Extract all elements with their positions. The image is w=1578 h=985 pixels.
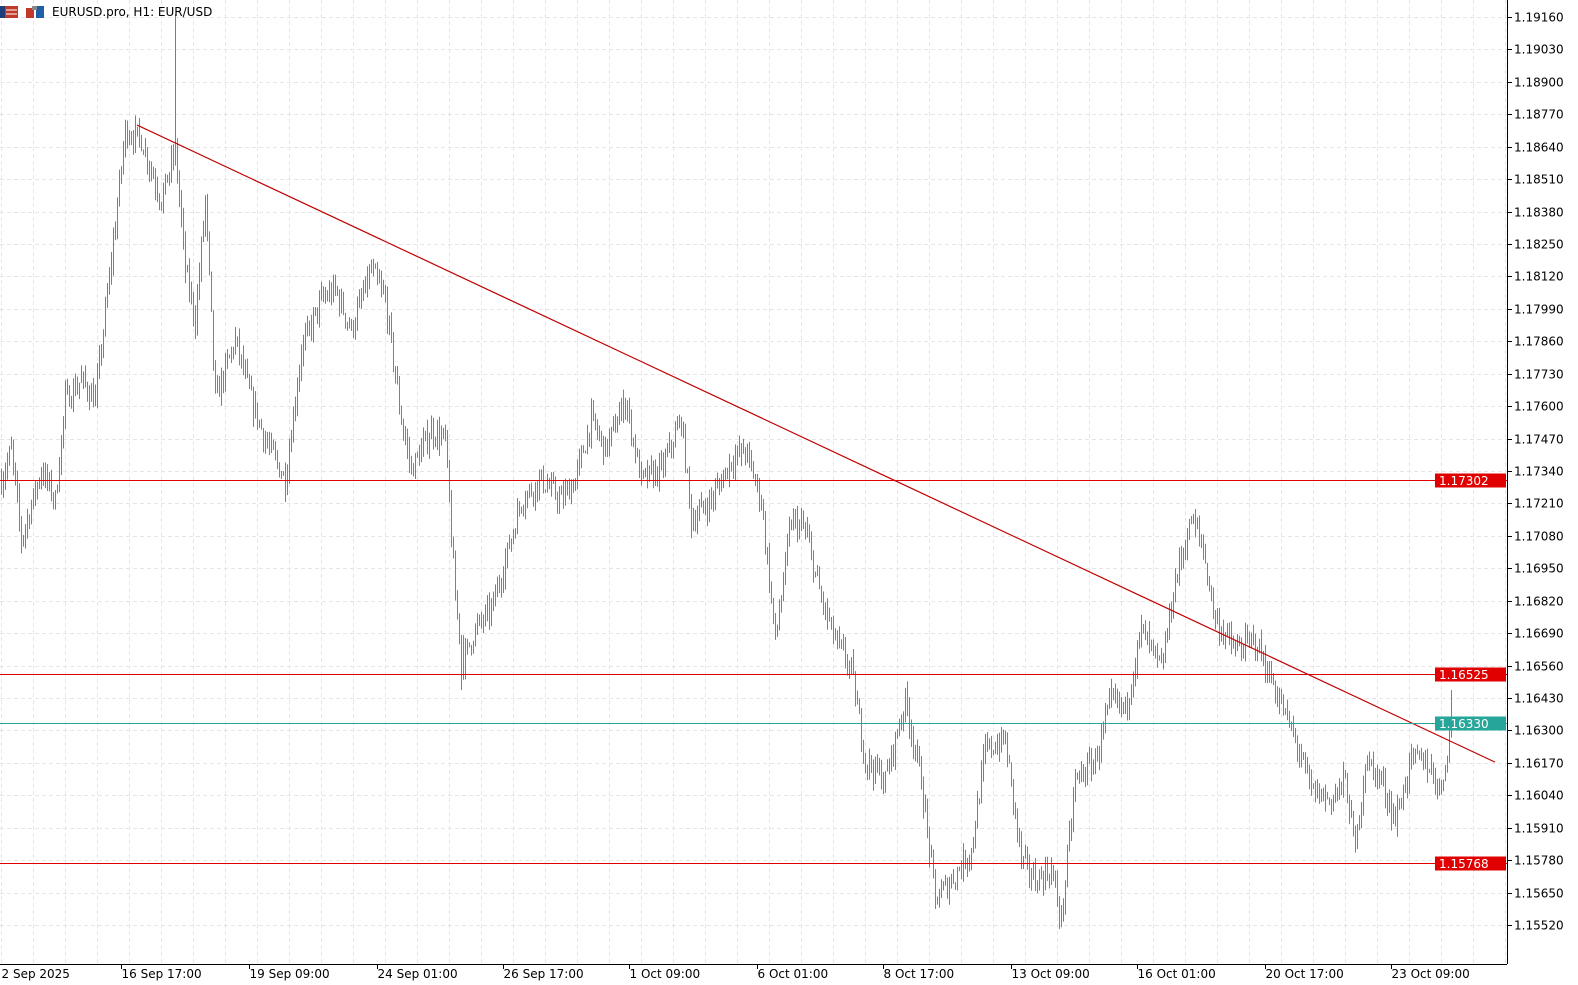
y-tick-label: 1.17340 (1514, 465, 1564, 479)
y-tick-label: 1.17210 (1514, 497, 1564, 511)
y-tick-label: 1.17600 (1514, 400, 1564, 414)
y-tick-label: 1.16170 (1514, 757, 1564, 771)
level-price-label: 1.16330 (1439, 717, 1489, 731)
trendline (136, 124, 1496, 763)
y-tick-label: 1.17080 (1514, 530, 1564, 544)
y-tick-label: 1.18380 (1514, 206, 1564, 220)
chart-lines (0, 124, 1507, 864)
y-tick-label: 1.15650 (1514, 887, 1564, 901)
x-tick-label: 2 Sep 2025 (2, 967, 70, 981)
level-price-label: 1.17302 (1439, 474, 1489, 488)
y-tick-label: 1.15520 (1514, 919, 1564, 933)
y-tick-label: 1.18770 (1514, 108, 1564, 122)
x-tick-label: 26 Sep 17:00 (504, 967, 584, 981)
y-tick-label: 1.17470 (1514, 433, 1564, 447)
x-tick-label: 13 Oct 09:00 (1012, 967, 1090, 981)
x-tick-label: 8 Oct 17:00 (884, 967, 955, 981)
y-tick-label: 1.19030 (1514, 43, 1564, 57)
y-tick-label: 1.17730 (1514, 368, 1564, 382)
y-tick-label: 1.16820 (1514, 595, 1564, 609)
symbol-icon (26, 6, 44, 18)
level-price-badge (1435, 667, 1506, 682)
y-tick-label: 1.16690 (1514, 627, 1564, 641)
chart-list-icon[interactable] (0, 6, 18, 18)
level-price-badge (1435, 856, 1506, 871)
x-tick-label: 19 Sep 09:00 (250, 967, 330, 981)
level-price-badge (1435, 473, 1506, 488)
y-tick-label: 1.18250 (1514, 238, 1564, 252)
y-tick-label: 1.17990 (1514, 303, 1564, 317)
x-tick-label: 6 Oct 01:00 (758, 967, 829, 981)
y-tick-label: 1.19160 (1514, 11, 1564, 25)
x-tick-label: 16 Sep 17:00 (122, 967, 202, 981)
x-tick-label: 20 Oct 17:00 (1266, 967, 1344, 981)
y-tick-label: 1.17860 (1514, 335, 1564, 349)
y-tick-label: 1.16560 (1514, 660, 1564, 674)
x-tick-label: 1 Oct 09:00 (630, 967, 701, 981)
x-tick-label: 16 Oct 01:00 (1138, 967, 1216, 981)
chart-title-bar: EURUSD.pro, H1: EUR/USD (0, 3, 212, 21)
x-tick-label: 24 Sep 01:00 (378, 967, 458, 981)
y-tick-label: 1.16040 (1514, 789, 1564, 803)
y-tick-label: 1.18900 (1514, 76, 1564, 90)
level-price-label: 1.16525 (1439, 668, 1489, 682)
x-tick-label: 23 Oct 09:00 (1392, 967, 1470, 981)
y-tick-label: 1.16300 (1514, 724, 1564, 738)
y-tick-label: 1.16430 (1514, 692, 1564, 706)
grid (0, 0, 1507, 964)
y-tick-label: 1.16950 (1514, 562, 1564, 576)
level-price-label: 1.15768 (1439, 857, 1489, 871)
y-tick-label: 1.15780 (1514, 854, 1564, 868)
level-price-badge (1435, 716, 1506, 731)
y-tick-label: 1.15910 (1514, 822, 1564, 836)
price-bars (1, 14, 1452, 930)
chart-title: EURUSD.pro, H1: EUR/USD (52, 5, 213, 19)
y-tick-label: 1.18510 (1514, 173, 1564, 187)
y-tick-label: 1.18120 (1514, 270, 1564, 284)
y-tick-label: 1.18640 (1514, 141, 1564, 155)
